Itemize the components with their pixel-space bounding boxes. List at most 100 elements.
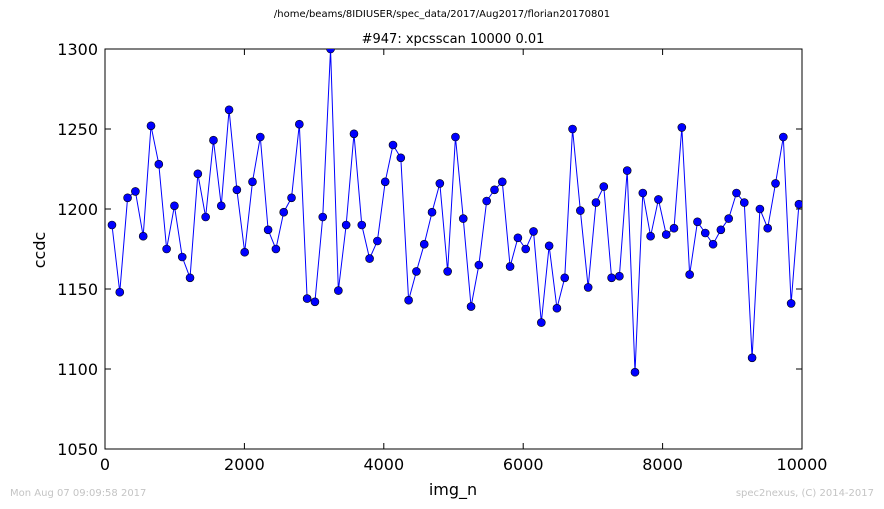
data-point <box>607 273 616 283</box>
data-point <box>185 273 195 283</box>
y-tick-label: 1200 <box>57 200 98 219</box>
data-point <box>685 270 694 279</box>
data-point <box>209 135 218 145</box>
data-point <box>318 212 328 222</box>
data-point <box>240 247 249 257</box>
data-point <box>739 198 749 207</box>
data-point <box>427 207 437 217</box>
data-point <box>458 214 468 223</box>
data-point <box>162 244 171 254</box>
data-point <box>497 177 507 187</box>
data-point <box>302 294 312 303</box>
data-point <box>724 214 733 223</box>
y-tick-label: 1150 <box>57 280 98 299</box>
data-point <box>677 123 687 132</box>
data-point <box>544 241 554 251</box>
y-axis-label: ccdc <box>30 232 49 269</box>
data-point <box>138 231 148 241</box>
data-point <box>794 199 802 209</box>
data-point <box>380 177 390 187</box>
footer-timestamp: Mon Aug 07 09:09:58 2017 <box>10 488 147 499</box>
footer-credit: spec2nexus, (C) 2014-2017 <box>735 488 874 499</box>
x-axis-label: img_n <box>429 480 477 500</box>
data-point <box>365 254 374 263</box>
data-point <box>537 318 546 327</box>
data-point <box>279 207 289 217</box>
data-point <box>334 286 343 295</box>
data-point <box>708 239 718 249</box>
data-point <box>357 220 367 230</box>
data-point <box>560 273 570 283</box>
x-tick-label: 2000 <box>224 455 265 474</box>
data-point <box>107 220 117 230</box>
data-point <box>521 244 531 254</box>
data-point <box>115 287 125 297</box>
data-point <box>755 204 765 214</box>
data-point <box>700 228 710 238</box>
data-point <box>412 267 421 276</box>
data-point <box>552 303 562 313</box>
data-point <box>216 201 226 211</box>
data-point <box>654 195 663 204</box>
y-tick-label: 1050 <box>57 440 98 459</box>
suptitle-path: /home/beams/8IDIUSER/spec_data/2017/Aug2… <box>273 9 611 20</box>
data-point <box>255 132 265 142</box>
data-point <box>396 153 406 163</box>
data-point <box>615 271 624 281</box>
data-point <box>505 262 515 271</box>
data-point <box>201 212 210 222</box>
data-point <box>599 182 609 191</box>
y-tick-label: 1250 <box>57 120 98 139</box>
series-ccdc <box>107 49 802 377</box>
axes: 0 2000 4000 6000 8000 10000 1050 1100 1150 1200 12… <box>57 40 827 474</box>
x-tick-label: 10000 <box>777 455 828 474</box>
data-point <box>123 193 132 203</box>
data-point <box>622 166 632 175</box>
data-point <box>646 231 655 241</box>
data-point <box>310 297 320 307</box>
data-point <box>490 185 499 195</box>
y-tick-label: 1300 <box>57 40 98 59</box>
data-point <box>482 196 491 206</box>
data-point <box>693 217 702 227</box>
plot-frame <box>104 48 803 450</box>
data-point <box>591 198 601 207</box>
data-point <box>466 302 476 311</box>
series-line <box>111 49 800 373</box>
data-point <box>341 220 351 230</box>
data-point <box>326 49 335 54</box>
x-tick-label: 4000 <box>363 455 404 474</box>
data-point <box>443 267 452 276</box>
data-point <box>576 206 585 215</box>
data-point <box>669 223 679 233</box>
data-point <box>661 230 671 239</box>
data-point <box>513 233 523 243</box>
data-point <box>529 227 538 236</box>
data-point <box>349 129 359 139</box>
data-point <box>177 252 187 262</box>
data-point <box>716 225 726 235</box>
data-point <box>786 299 796 308</box>
data-point <box>763 223 773 233</box>
data-point <box>131 187 140 196</box>
data-point <box>295 119 304 129</box>
data-point <box>154 159 164 169</box>
data-point <box>193 169 203 179</box>
y-tick-label: 1100 <box>57 360 98 379</box>
data-point <box>248 177 257 187</box>
data-point <box>373 236 382 246</box>
data-point <box>474 260 484 270</box>
data-point <box>404 295 413 305</box>
x-tick-label: 6000 <box>503 455 544 474</box>
data-point <box>170 201 179 211</box>
data-point <box>224 105 234 115</box>
data-point <box>287 193 296 203</box>
data-point <box>263 225 273 235</box>
data-point <box>732 188 741 198</box>
data-point <box>771 179 780 188</box>
data-point <box>451 132 460 142</box>
data-point <box>779 132 788 142</box>
data-point <box>388 140 398 150</box>
data-point <box>232 185 242 195</box>
data-point <box>568 124 577 134</box>
